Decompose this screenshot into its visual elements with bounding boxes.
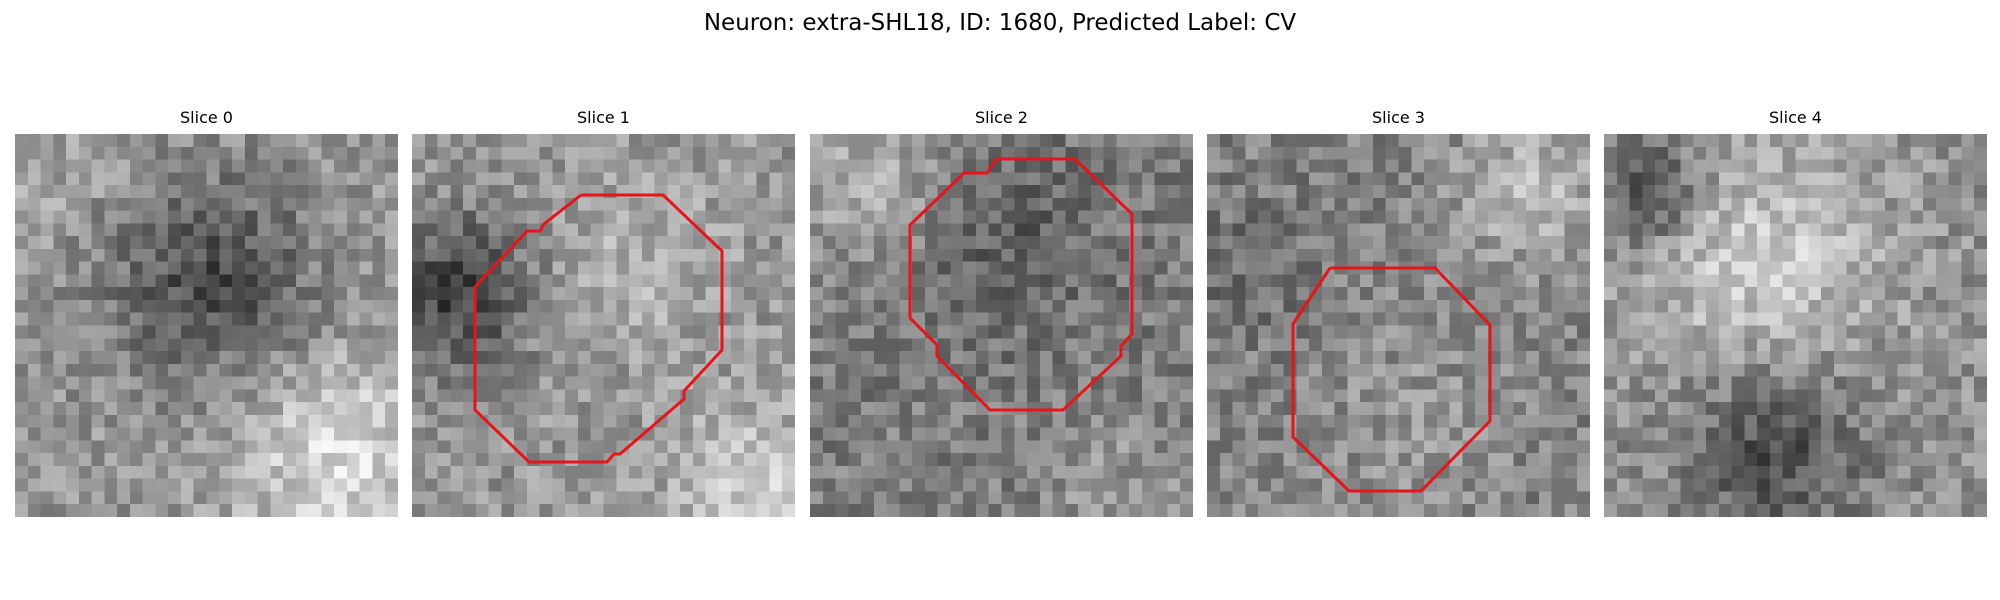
roi-contour xyxy=(908,157,1134,412)
roi-contour xyxy=(1291,266,1492,493)
slice-image xyxy=(1604,134,1987,517)
figure-title: Neuron: extra-SHL18, ID: 1680, Predicted… xyxy=(703,10,1297,36)
slice-title: Slice 3 xyxy=(1372,108,1425,127)
slice-pixels xyxy=(1207,134,1590,517)
slice-panel-1: Slice 1 xyxy=(412,108,795,517)
roi-contour-overlay xyxy=(1291,266,1492,493)
slice-title: Slice 0 xyxy=(180,108,233,127)
slice-pixels xyxy=(810,134,1193,517)
slice-title: Slice 1 xyxy=(577,108,630,127)
slice-panel-4: Slice 4 xyxy=(1604,108,1987,517)
slice-pixels xyxy=(15,134,398,517)
slice-image xyxy=(810,134,1193,517)
slice-image xyxy=(412,134,795,517)
slice-image xyxy=(15,134,398,517)
slice-panel-0: Slice 0 xyxy=(15,108,398,517)
slice-image xyxy=(1207,134,1590,517)
roi-contour-overlay xyxy=(908,157,1134,412)
slice-title: Slice 4 xyxy=(1769,108,1822,127)
roi-contour xyxy=(473,193,724,464)
roi-contour-overlay xyxy=(473,193,724,464)
slice-title: Slice 2 xyxy=(975,108,1028,127)
slice-pixels xyxy=(1604,134,1987,517)
slice-panel-2: Slice 2 xyxy=(810,108,1193,517)
slice-panel-3: Slice 3 xyxy=(1207,108,1590,517)
